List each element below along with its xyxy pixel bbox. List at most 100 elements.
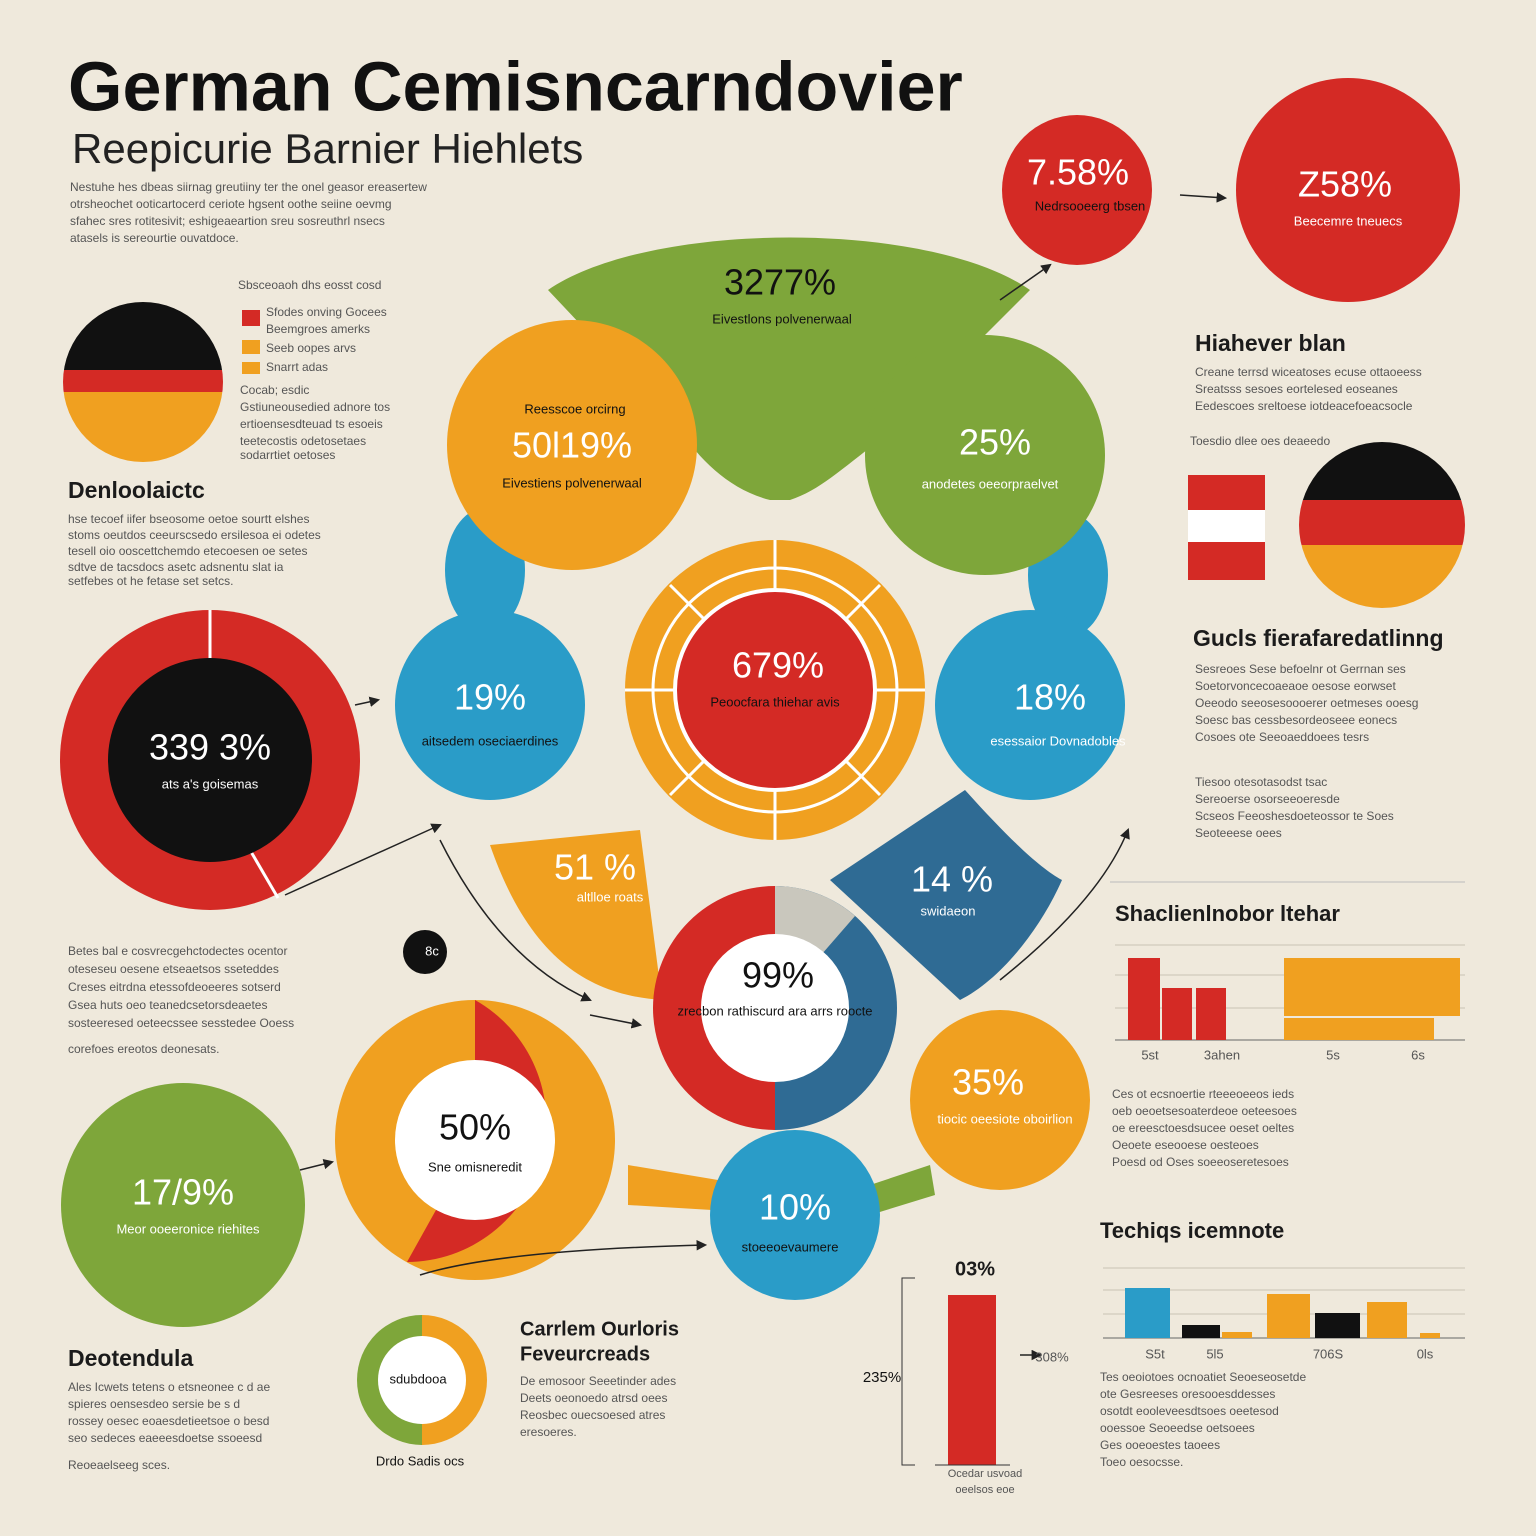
legend-note: teetecostis odetosetaes [240,434,366,448]
paragraph-line: hse tecoef iifer bseosome oetoe sourtt e… [68,512,309,526]
paragraph-line: rossey oesec eoaesdetieetsoe o besd [68,1414,269,1428]
bar [1196,988,1226,1040]
paragraph-line: Ges ooeoestes taoees [1100,1438,1220,1452]
paragraph-line: oeb oeoetsesoaterdeoe oeteesoes [1112,1104,1297,1118]
x-tick-label: 5l5 [1206,1346,1223,1361]
bar [1182,1325,1220,1338]
bar [1125,1288,1170,1338]
donut-center [395,1060,555,1220]
bar [948,1295,996,1465]
paragraph-line: setfebes ot he fetase set setcs. [68,574,233,588]
paragraph-line: Eedescoes sreltoese iotdeacefoeacsocle [1195,399,1413,413]
legend-swatch [242,340,260,354]
bar [1222,1332,1252,1338]
legend-note: Gstiuneousedied adnore tos [240,400,390,414]
stat-caption: swidaeon [921,903,976,918]
stat-circle [1236,78,1460,302]
stat-circle [395,610,585,800]
paragraph-line: Ces ot ecsnoertie rteeeoeeos ieds [1112,1087,1294,1101]
paragraph-line: Soesc bas cessbesordeoseee eonecs [1195,713,1397,727]
paragraph-line: spieres oensesdeo sersie be s d [68,1397,240,1411]
x-tick-label: 5s [1326,1047,1340,1062]
wedge [490,830,662,1000]
stat-value: 25% [959,422,1031,463]
arrow [999,263,1052,301]
stat-caption: zrecbon rathiscurd ara arrs roocte [677,1003,872,1018]
stat-value: 19% [454,677,526,718]
section-heading: Carrlem Ourloris [520,1318,679,1340]
paragraph-line: Soetorvoncecoaeaoe oesose eorwset [1195,679,1396,693]
intro: Nestuhe hes dbeas siirnag greutiiny ter … [70,180,427,245]
stat-circle [910,1010,1090,1190]
donut-center [701,934,849,1082]
stat-circle [710,1130,880,1300]
legend-item: Seeb oopes arvs [266,341,356,355]
stat-caption: Sne omisneredit [428,1159,522,1174]
wedge [830,790,1062,1000]
paragraph-line: ooessoe Seoeedse oetsoees [1100,1421,1255,1435]
bar-label: 308% [1035,1349,1069,1364]
stat-value: 18% [1014,677,1086,718]
arrow [1179,192,1228,203]
bar-caption: oeelsos eoe [955,1484,1014,1496]
paragraph-line: stoms oeutdos ceeurscsedo ersilesoa ei o… [68,528,321,542]
stat-caption: Meor ooeeronice riehites [116,1221,260,1236]
stat-circle [447,320,697,570]
intro-line: sfahec sres rotitesivit; eshigeaeartion … [70,214,385,228]
stat-value: 3277% [724,262,836,303]
chart-heading: Techiqs icemnote [1100,1218,1284,1243]
arrow [354,696,381,707]
small-dot [403,930,447,974]
stat-value: 50% [439,1107,511,1148]
ring-divider [248,849,280,899]
paragraph-line: Gsea huts oeo teanedcsetorsdeaetes [68,998,267,1012]
paragraph-line: Scseos Feeoshesdoeteossor te Soes [1195,809,1394,823]
bar [1420,1333,1440,1338]
ring-center [108,658,312,862]
intro-line: Nestuhe hes dbeas siirnag greutiiny ter … [70,180,427,194]
wedge [870,1165,935,1215]
paragraph-line: De emosoor Seeetinder ades [520,1374,676,1388]
stat-caption: ats a's goisemas [162,776,259,791]
arrow [589,1014,643,1029]
stat-value: 35% [952,1062,1024,1103]
paragraph-line: sdtve de tacsdocs asetc adsnentu slat ia [68,560,284,574]
paragraph-line: Reosbec ouecsoesed atres [520,1408,665,1422]
section-heading: Hiahever blan [1195,330,1346,356]
flag-band [63,370,223,392]
stat-caption: aitsedem oseciaerdines [422,733,559,748]
stat-caption: Nedrsooeerg tbsen [1035,198,1146,213]
legend-item: Beemgroes amerks [266,322,370,336]
arrow [299,1158,335,1171]
stat-value: 51 % [554,847,636,888]
section-heading: Denloolaictc [68,477,205,503]
intro-line: atasels is sereourtie ouvatdoce. [70,231,239,245]
flag-band [1188,475,1265,510]
stat-caption: Eivestlons polvenerwaal [712,311,852,326]
stat-caption: altlloe roats [577,889,644,904]
section-heading: Deotendula [68,1345,193,1371]
arrows [284,192,1228,1361]
donut-caption: Drdo Sadis ocs [376,1453,465,1468]
bar [1315,1313,1360,1338]
paragraph-line: Betes bal e cosvrecgehctodectes ocentor [68,944,287,958]
section-heading: Gucls fierafaredatlinng [1193,625,1444,651]
stat-caption: anodetes oeeorpraelvet [922,476,1059,491]
subtitle: Reepicurie Barnier Hiehlets [72,125,583,172]
paragraph-line: corefoes ereotos deonesats. [68,1042,219,1056]
wedge [548,237,1030,500]
bar-label: 235% [863,1369,901,1386]
donut-center [378,1336,466,1424]
legend-item: Snarrt adas [266,360,328,374]
x-tick-label: 6s [1411,1047,1425,1062]
paragraph-line: Cosoes ote Seeoaeddoees tesrs [1195,730,1369,744]
bar [1267,1294,1310,1338]
title: German Cemisncarndovier [68,47,963,125]
bar [1128,958,1160,1040]
arrow [419,1239,708,1276]
legend-swatch [242,310,260,326]
paragraph-line: Reoeaelseeg sces. [68,1458,170,1472]
paragraph-line: Sreatsss sesoes eortelesed eoseanes [1195,382,1398,396]
legend-item: Sfodes onving Gocees [266,305,387,319]
stat-value: 14 % [911,859,993,900]
